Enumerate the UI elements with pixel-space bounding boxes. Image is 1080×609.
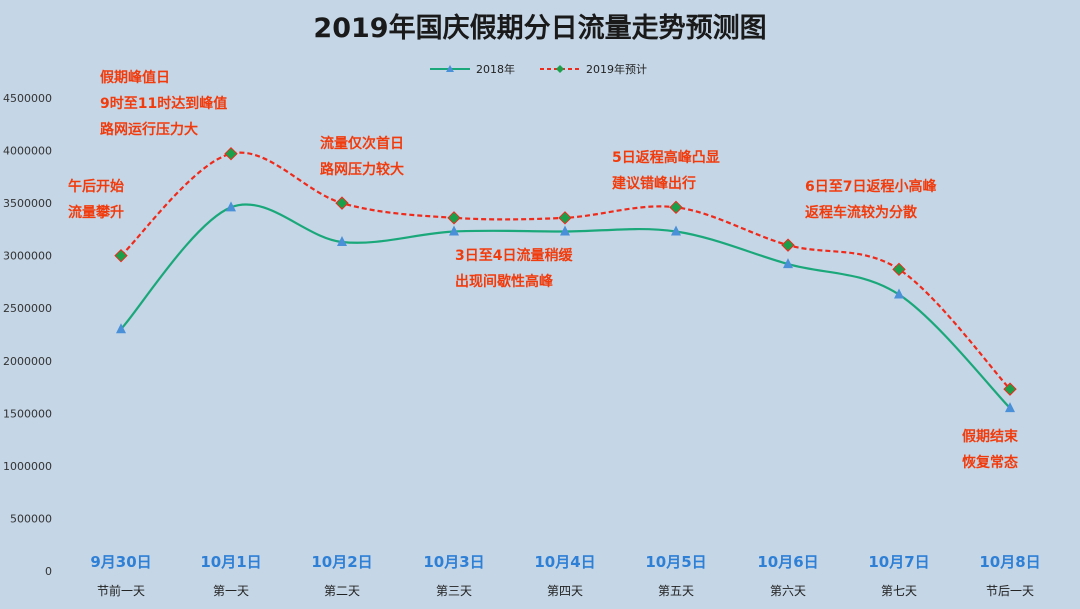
- data-point-2019: [114, 248, 128, 263]
- y-tick-label: 2500000: [3, 302, 52, 315]
- data-point-2018: [226, 201, 236, 212]
- data-point-2019: [335, 196, 349, 210]
- y-tick-label: 500000: [10, 512, 52, 525]
- y-tick-label: 3500000: [3, 197, 52, 210]
- x-category-label: 10月1日: [200, 553, 261, 571]
- x-category-label: 10月5日: [645, 553, 706, 571]
- x-category-label: 10月8日: [979, 553, 1040, 571]
- y-tick-label: 3000000: [3, 250, 52, 263]
- x-category-label: 10月2日: [311, 553, 372, 571]
- x-category-label: 10月7日: [868, 553, 929, 571]
- x-day-label: 第七天: [881, 584, 917, 598]
- x-day-label: 第四天: [547, 584, 583, 598]
- annotation-line: 流量仅次首日: [320, 135, 404, 152]
- data-point-2019: [1003, 382, 1017, 396]
- annotation-line: 9时至11时达到峰值: [100, 95, 227, 112]
- x-category-label: 10月4日: [534, 553, 595, 571]
- annotation-line: 流量攀升: [68, 204, 124, 221]
- data-point-2018: [116, 323, 126, 334]
- chart-title: 2019年国庆假期分日流量走势预测图: [313, 12, 766, 44]
- data-point-2019: [447, 211, 461, 225]
- data-point-2018: [560, 225, 570, 236]
- legend-label-2018: 2018年: [476, 62, 515, 76]
- y-tick-label: 2000000: [3, 355, 52, 368]
- x-day-label: 第一天: [213, 584, 249, 598]
- x-day-label: 节后一天: [986, 584, 1034, 598]
- data-point-2018: [337, 236, 347, 247]
- legend-label-2019: 2019年预计: [586, 62, 647, 76]
- annotation-line: 假期峰值日: [100, 69, 170, 86]
- annotation-line: 出现间歇性高峰: [455, 273, 554, 290]
- annotation-line: 5日返程高峰凸显: [612, 149, 720, 166]
- data-point-2019: [892, 262, 906, 277]
- annotation-line: 路网压力较大: [320, 161, 404, 178]
- legend-marker-2019: [556, 65, 564, 73]
- series-markers: [114, 147, 1017, 413]
- annotation-line: 路网运行压力大: [100, 121, 198, 138]
- x-category-label: 10月6日: [757, 553, 818, 571]
- y-tick-label: 0: [45, 565, 52, 578]
- annotation-line: 3日至4日流量稍缓: [455, 247, 573, 264]
- y-tick-label: 4500000: [3, 92, 52, 105]
- data-point-2018: [1005, 402, 1015, 413]
- annotation-line: 午后开始: [68, 178, 124, 195]
- y-tick-label: 1000000: [3, 460, 52, 473]
- y-tick-label: 4000000: [3, 145, 52, 158]
- data-point-2019: [781, 238, 795, 252]
- annotation-line: 恢复常态: [962, 454, 1018, 471]
- annotation-line: 返程车流较为分散: [805, 204, 918, 221]
- data-point-2019: [224, 147, 238, 161]
- y-axis: 0 500000 1000000 1500000 2000000 2500000 30000…: [3, 92, 52, 578]
- data-point-2019: [669, 200, 683, 215]
- x-day-label: 第二天: [324, 584, 360, 598]
- x-day-label: 第五天: [658, 584, 694, 598]
- annotation-line: 假期结束: [962, 428, 1019, 445]
- y-tick-label: 1500000: [3, 407, 52, 420]
- x-day-label: 第六天: [770, 584, 806, 598]
- data-point-2018: [894, 288, 904, 299]
- data-point-2018: [783, 258, 793, 269]
- annotation-line: 6日至7日返程小高峰: [805, 178, 937, 195]
- data-point-2018: [671, 225, 681, 236]
- data-point-2019: [558, 211, 572, 225]
- x-day-label: 第三天: [436, 584, 472, 598]
- x-day-label: 节前一天: [97, 583, 145, 598]
- data-point-2018: [449, 225, 459, 236]
- legend-marker-2018: [446, 65, 454, 72]
- legend: 2018年 2019年预计: [430, 62, 647, 76]
- x-category-label: 10月3日: [423, 553, 484, 571]
- annotation-line: 建议错峰出行: [612, 175, 696, 192]
- x-category-label: 9月30日: [90, 553, 151, 571]
